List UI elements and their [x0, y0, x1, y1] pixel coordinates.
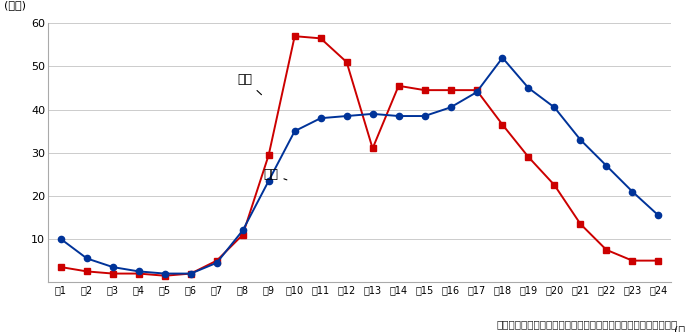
Text: (時): (時)	[674, 325, 685, 332]
Text: 移動: 移動	[264, 168, 287, 181]
Text: 固定: 固定	[238, 73, 262, 95]
Text: 総務省「トラヒックからみた我が国の通信利用状況」により作成: 総務省「トラヒックからみた我が国の通信利用状況」により作成	[497, 319, 678, 329]
Text: (億回): (億回)	[4, 0, 26, 10]
